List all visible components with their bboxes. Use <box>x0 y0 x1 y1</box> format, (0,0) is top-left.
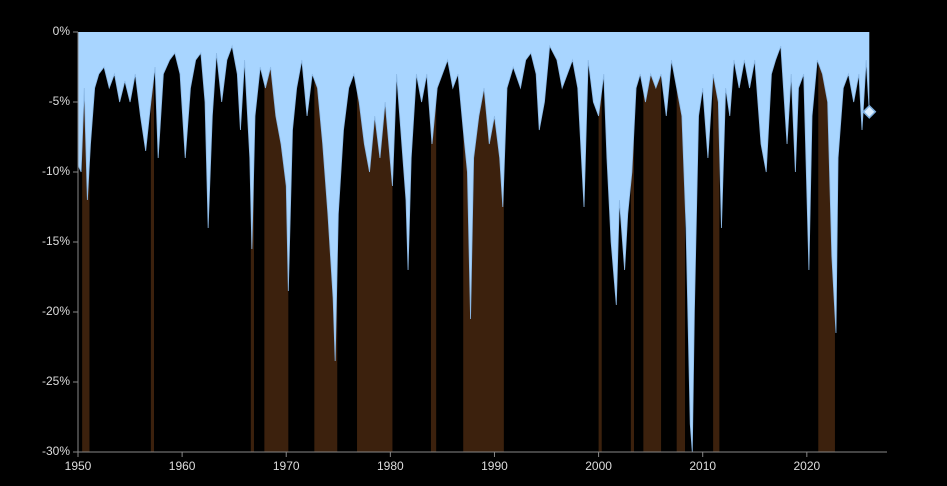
drawdown-line <box>77 44 870 453</box>
shaded-period <box>676 32 686 452</box>
y-tick-label: -20% <box>42 304 70 318</box>
y-tick-label: 0% <box>53 24 71 38</box>
shaded-period <box>82 32 90 452</box>
x-tick-label: 1950 <box>65 459 92 473</box>
y-tick-label: -5% <box>49 94 71 108</box>
x-tick-label: 2010 <box>689 459 716 473</box>
x-tick-label: 2000 <box>585 459 612 473</box>
shaded-period <box>643 32 662 452</box>
last-point-marker <box>862 104 877 119</box>
shaded-period <box>150 32 155 452</box>
drawdown-area <box>78 32 870 452</box>
shaded-period <box>430 32 437 452</box>
y-tick-label: -15% <box>42 234 70 248</box>
x-tick-label: 2020 <box>793 459 820 473</box>
x-tick-label: 1990 <box>481 459 508 473</box>
shaded-period <box>598 32 602 452</box>
shaded-period <box>713 32 720 452</box>
y-tick-label: -30% <box>42 444 70 458</box>
y-tick-label: -25% <box>42 374 70 388</box>
y-tick-label: -10% <box>42 164 70 178</box>
x-tick-label: 1960 <box>169 459 196 473</box>
x-tick-label: 1980 <box>377 459 404 473</box>
x-tick-label: 1970 <box>273 459 300 473</box>
shaded-period <box>630 32 634 452</box>
